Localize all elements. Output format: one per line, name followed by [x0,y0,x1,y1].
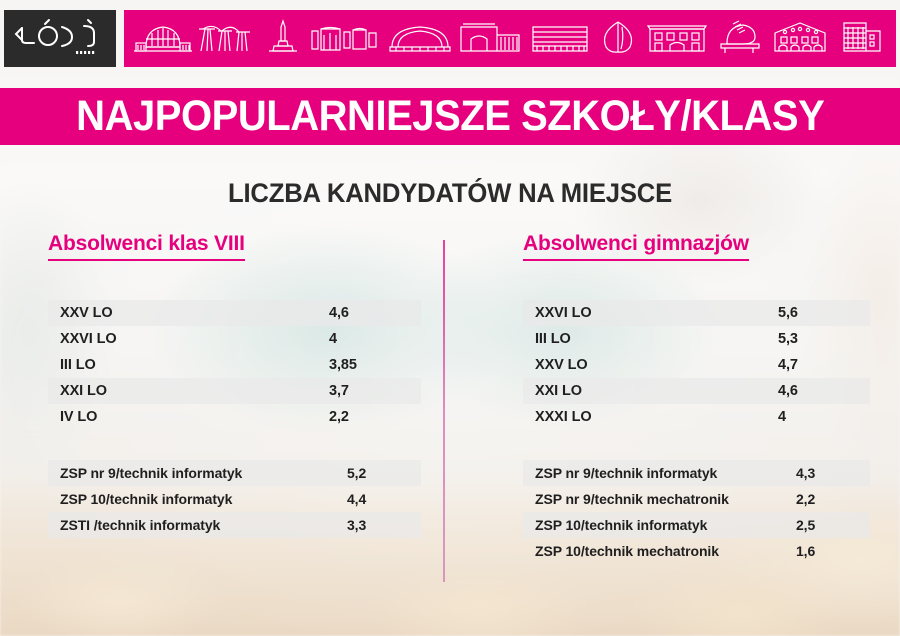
school-value: 2,2 [329,409,349,425]
table-row: XXXI LO 4 [523,404,870,430]
table-row: ZSP nr 9/technik informatyk 4,3 [523,460,870,486]
landmark-icon-strip [124,9,896,67]
table-row: ZSP 10/technik informatyk 4,4 [48,486,421,512]
top-bar [0,0,900,72]
school-value: 4 [778,409,786,425]
tower-block-icon [843,22,881,52]
table-row: IV LO 2,2 [48,404,421,430]
table-row: XXV LO 4,7 [523,352,870,378]
school-value: 4,4 [347,491,367,507]
school-value: 2,2 [796,491,816,507]
school-name: ZSP nr 9/technik mechatronik [535,491,729,507]
school-name: XXVI LO [60,331,117,347]
school-name: XXI LO [523,378,778,404]
school-value: 3,7 [329,378,421,404]
column-absolwenci-klas-viii: Absolwenci klas VIII XXV LO 4,6 XXVI LO … [0,232,443,592]
ribbed-building-icon [532,26,588,52]
school-name: XXI LO [48,378,329,404]
main-title-band: NAJPOPULARNIEJSZE SZKOŁY/KLASY [0,88,900,145]
arena-icon [389,26,451,52]
school-value: 4,3 [796,460,870,486]
table-row: XXI LO 4,6 [523,378,870,404]
school-name: IV LO [60,409,98,425]
school-value: 5,6 [778,300,870,326]
school-name: ZSTI /technik informatyk [48,512,347,538]
school-value: 1,6 [796,543,816,559]
table-row: III LO 3,85 [48,352,421,378]
table-row: XXV LO 4,6 [48,300,421,326]
arcade-building-icon [460,23,520,52]
table-licea-left: XXV LO 4,6 XXVI LO 4 III LO 3,85 XXI LO … [48,300,421,430]
group-spacer [523,430,870,460]
school-name: XXXI LO [535,409,592,425]
column-absolwenci-gimnazjow: Absolwenci gimnazjów XXVI LO 5,6 III LO … [457,232,900,592]
school-value: 3,85 [329,357,357,373]
table-licea-right: XXVI LO 5,6 III LO 5,3 XXV LO 4,7 XXI LO… [523,300,870,430]
factory-halls-icon [311,26,377,51]
table-row: XXI LO 3,7 [48,378,421,404]
school-name: XXVI LO [523,300,778,326]
leaf-sculpture-icon [604,21,633,53]
column-heading-left: Absolwenci klas VIII [48,232,245,261]
school-name: ZSP nr 9/technik informatyk [523,460,796,486]
page-subtitle: LICZBA KANDYDATÓW NA MIEJSCE [227,178,673,208]
school-value: 4,6 [329,300,421,326]
lodz-logo [4,9,116,67]
school-value: 5,3 [778,331,798,347]
table-row: ZSP nr 9/technik informatyk 5,2 [48,460,421,486]
column-divider [443,240,445,582]
school-name: III LO [60,357,96,373]
school-value: 4,6 [778,378,870,404]
school-value: 3,3 [347,512,421,538]
school-name: ZSP 10/technik informatyk [60,491,233,507]
market-hall-icon [134,26,192,52]
monument-icon [268,19,297,52]
table-row: XXVI LO 5,6 [523,300,870,326]
piano-icon [720,20,760,53]
group-spacer [48,430,421,460]
columns-container: Absolwenci klas VIII XXV LO 4,6 XXVI LO … [0,232,900,592]
suspension-roof-icon [199,25,251,52]
school-name: XXV LO [48,300,329,326]
table-row: ZSP nr 9/technik mechatronik 2,2 [523,486,870,512]
school-name: ZSP 10/technik mechatronik [535,543,719,559]
manufaktura-icon [773,22,826,52]
school-value: 4 [329,331,337,347]
school-value: 4,7 [778,357,798,373]
school-name: ZSP nr 9/technik informatyk [48,460,347,486]
table-row: ZSP 10/technik mechatronik 1,6 [523,538,870,564]
table-row: ZSTI /technik informatyk 3,3 [48,512,421,538]
page-title: NAJPOPULARNIEJSZE SZKOŁY/KLASY [75,92,825,140]
school-name: XXV LO [535,357,588,373]
school-name: III LO [535,331,571,347]
column-heading-right: Absolwenci gimnazjów [523,232,749,261]
school-name: ZSP 10/technik informatyk [523,512,796,538]
table-row: III LO 5,3 [523,326,870,352]
table-technika-left: ZSP nr 9/technik informatyk 5,2 ZSP 10/t… [48,460,421,538]
lodz-logo-icon [14,19,95,54]
table-row: ZSP 10/technik informatyk 2,5 [523,512,870,538]
school-value: 2,5 [796,512,870,538]
palace-icon [646,25,707,52]
table-technika-right: ZSP nr 9/technik informatyk 4,3 ZSP nr 9… [523,460,870,564]
school-value: 5,2 [347,460,421,486]
table-row: XXVI LO 4 [48,326,421,352]
